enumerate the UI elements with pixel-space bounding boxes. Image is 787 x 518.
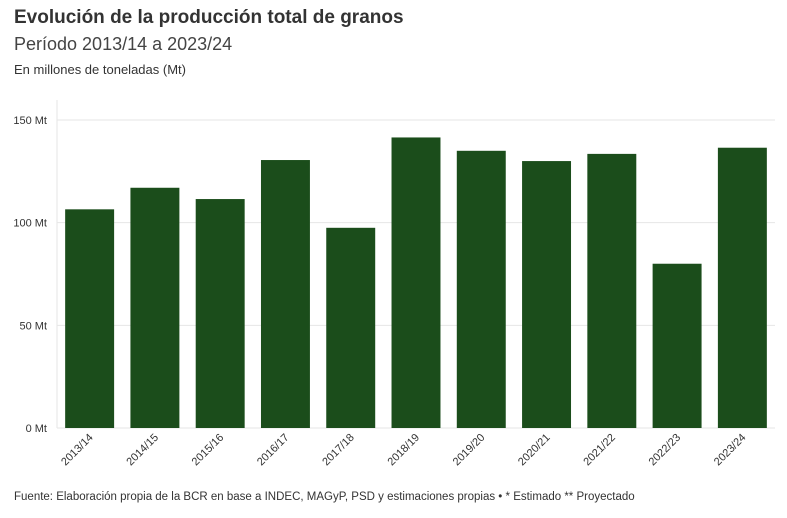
x-tick-label: 2022/23 [647,432,684,469]
bar[interactable] [456,150,506,429]
bar[interactable] [195,199,245,428]
x-axis: 2013/14 2014/15 2015/16 2016/17 2017/18 2018/… [59,432,748,469]
x-tick-label: 2023/24 [712,432,749,469]
x-tick-label: 2021/22 [581,432,618,469]
page-title: Evolución de la producción total de gran… [14,7,404,28]
bar[interactable] [587,153,637,428]
unit-note: En millones de toneladas (Mt) [14,62,186,77]
source-note: Fuente: Elaboración propia de la BCR en … [14,491,635,503]
bar[interactable] [65,209,115,428]
x-tick-label: 2015/16 [190,432,227,469]
bar[interactable] [130,187,180,428]
x-tick-label: 2014/15 [124,432,161,469]
bar[interactable] [260,160,310,429]
y-tick-label: 0 Mt [26,423,47,435]
x-tick-label: 2017/18 [320,432,357,469]
bars [65,137,767,429]
y-tick-label: 50 Mt [19,320,47,332]
y-tick-label: 100 Mt [13,218,47,230]
x-tick-label: 2013/14 [59,432,96,469]
bar[interactable] [391,137,441,428]
y-tick-label: 150 Mt [13,115,47,127]
bar[interactable] [652,263,702,428]
x-tick-label: 2018/19 [386,432,423,469]
y-axis: 0 Mt 50 Mt 100 Mt 150 Mt [13,115,47,435]
bar-chart: 0 Mt 50 Mt 100 Mt 150 Mt 2013/14 2014/15 2015… [13,100,775,469]
page-subtitle: Período 2013/14 a 2023/24 [14,34,233,54]
bar[interactable] [326,227,376,428]
bar[interactable] [717,147,767,428]
bar[interactable] [522,161,572,429]
x-tick-label: 2016/17 [255,432,292,469]
x-tick-label: 2020/21 [516,432,553,469]
x-tick-label: 2019/20 [451,432,488,469]
